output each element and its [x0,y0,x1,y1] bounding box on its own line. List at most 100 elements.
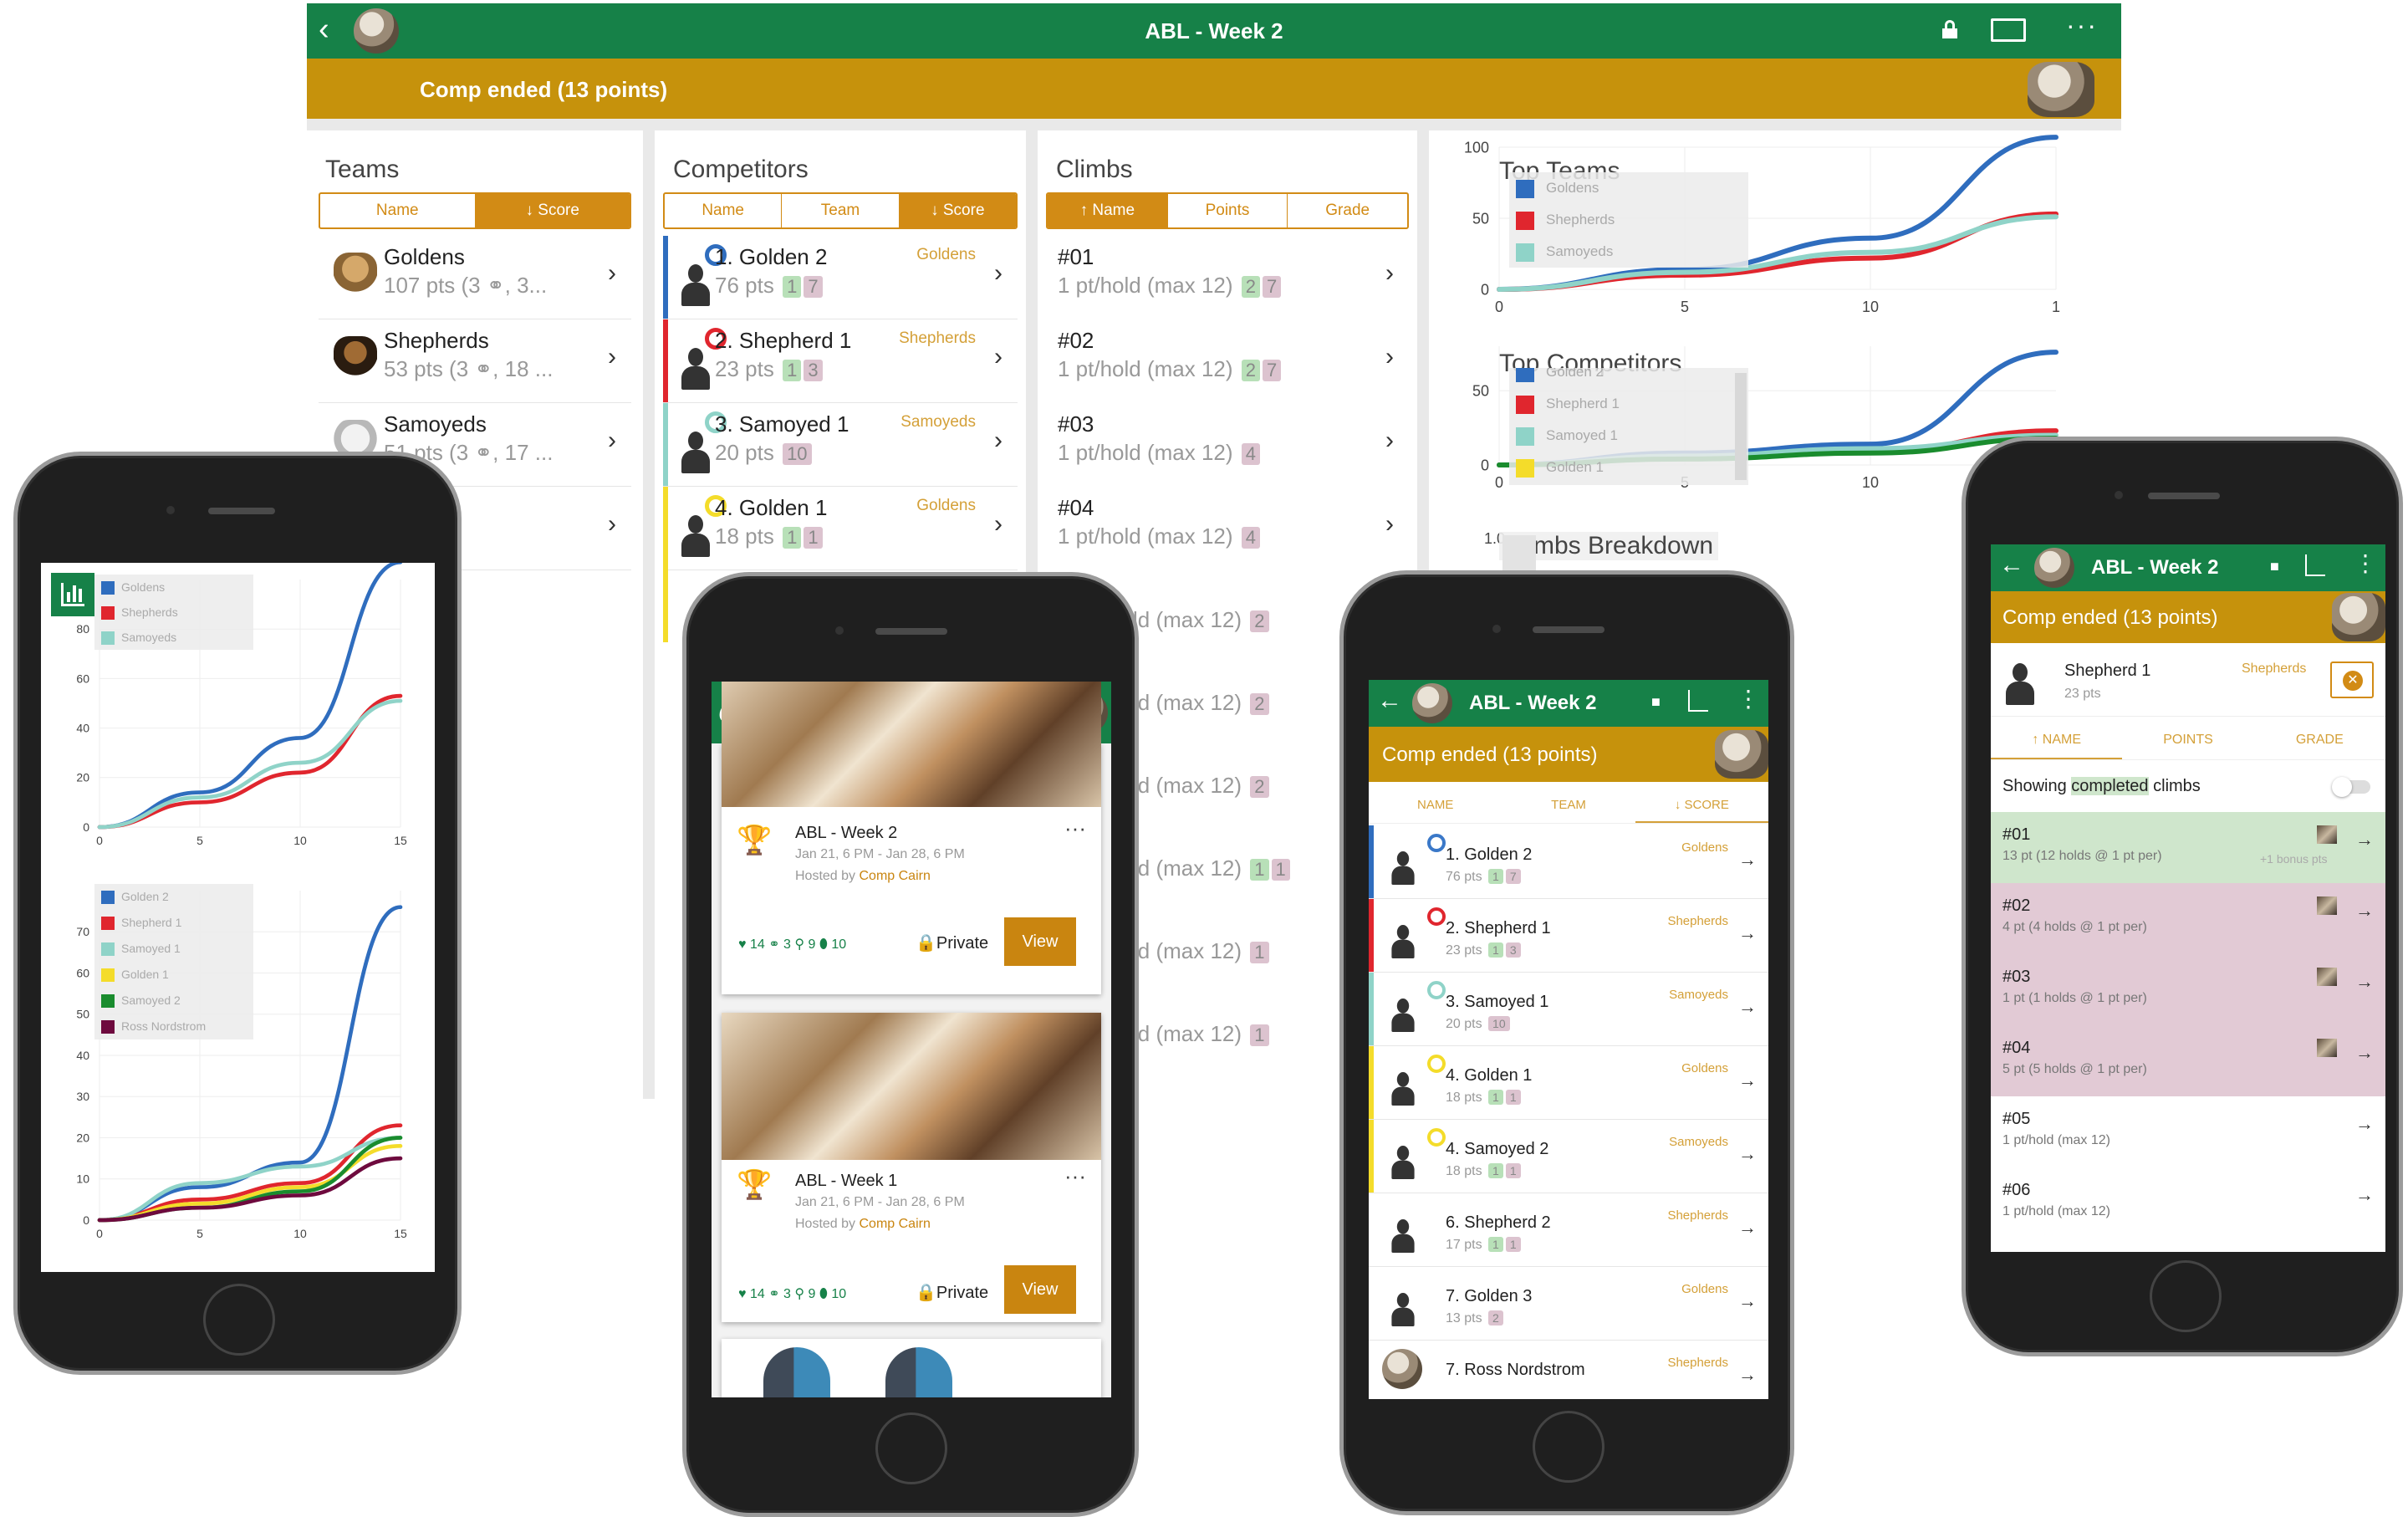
legend-item[interactable]: Shepherd 1 [1509,388,1748,420]
view-button[interactable]: View [1004,1265,1076,1314]
host-link[interactable]: Comp Cairn [859,1217,931,1231]
tab-name[interactable]: NAME [1416,798,1454,812]
competitor-row[interactable]: 6. Shepherd 2 Shepherds 17 pts 1 1 → [1369,1193,1768,1267]
competitor-row[interactable]: 7. Golden 3 Goldens 13 pts 2 → [1369,1267,1768,1341]
tab-team[interactable]: TEAM [1551,798,1586,812]
legend-item[interactable]: Golden 2 [94,884,253,910]
home-button[interactable] [1533,1411,1604,1483]
climb-row[interactable]: #01 13 pt (12 holds @ 1 pt per) +1 bonus p… [1991,812,2385,883]
tab-points[interactable]: POINTS [2163,733,2213,747]
user-avatar[interactable] [1715,730,1768,779]
comp-card[interactable] [722,1339,1101,1397]
legend-item[interactable]: Goldens [1509,172,1748,204]
legend-item[interactable]: Samoyed 1 [94,936,253,962]
legend-item[interactable]: Golden 1 [94,962,253,988]
more-icon[interactable]: ⋮ [2354,550,2377,576]
bar-chart-icon[interactable] [1688,690,1708,712]
sort-score-button[interactable]: ↓ Score [899,194,1016,227]
legend-item[interactable]: Samoyed 1 [1509,420,1748,452]
more-icon[interactable]: ··· [2066,10,2098,40]
climb-row[interactable]: #02 4 pt (4 holds @ 1 pt per) → [1991,883,2385,954]
detail-sort-tabs: ↑ NAME POINTS GRADE [1991,722,2385,760]
sort-grade-button[interactable]: Grade [1325,202,1370,219]
team-row[interactable]: Shepherds 53 pts (3 ⚭, 18 ... › [319,319,631,403]
competitor-row[interactable]: 2. Shepherd 1 Shepherds 23 pts 1 3 › [663,319,1018,403]
comp-card[interactable]: 🏆 ABL - Week 2 ··· Jan 21, 6 PM - Jan 28… [722,682,1101,994]
avatar[interactable] [2034,548,2074,588]
climb-row[interactable]: #01 1 pt/hold (max 12) 2 7 › [1046,236,1409,319]
climb-points: 1 pt/hold (max 12) 4 [1058,524,1261,549]
more-icon[interactable]: ⋮ [1737,686,1760,712]
competitor-row[interactable]: 2. Shepherd 1 Shepherds 23 pts 1 3 → [1369,899,1768,973]
back-icon[interactable]: ← [1377,687,1402,714]
team-row[interactable]: Goldens 107 pts (3 ⚭, 3... › [319,236,631,319]
climb-row[interactable]: #05 1 pt/hold (max 12) → [1991,1096,2385,1167]
legend-item[interactable]: Samoyed 2 [94,988,253,1014]
legend-item[interactable]: Samoyeds [94,625,253,650]
legend-item[interactable]: Shepherd 1 [94,910,253,936]
user-avatar[interactable] [2028,62,2094,117]
tab-name[interactable]: ↑ NAME [1991,722,2123,759]
competitor-row[interactable]: 3. Samoyed 1 Samoyeds 20 pts 10 → [1369,973,1768,1046]
legend-item[interactable]: Golden 2 [1509,368,1748,388]
close-button[interactable]: ✕ [2330,661,2374,698]
sort-team-button[interactable]: Team [782,194,900,227]
climb-row[interactable]: ld (max 12) 1 [1046,902,1409,985]
climb-row[interactable]: #04 5 pt (5 holds @ 1 pt per) → [1991,1025,2385,1096]
back-icon[interactable]: ‹ [319,12,329,47]
completed-toggle[interactable] [2332,777,2370,797]
back-icon[interactable]: ← [1999,551,2024,579]
home-button[interactable] [203,1284,275,1356]
climb-row[interactable]: #02 1 pt/hold (max 12) 2 7 › [1046,319,1409,403]
tab-grade[interactable]: GRADE [2295,733,2344,747]
competitor-row[interactable]: 1. Golden 2 Goldens 76 pts 1 7 › [663,236,1018,319]
climb-row[interactable]: ld (max 12) 2 [1046,570,1409,654]
chevron-right-icon: › [608,510,616,538]
legend-scrollbar[interactable] [1735,373,1747,480]
competitor-row[interactable]: 4. Golden 1 Goldens 18 pts 1 1 › [663,487,1018,570]
climb-row[interactable]: #06 1 pt/hold (max 12) → [1991,1167,2385,1239]
sort-name-button[interactable]: Name [320,194,476,227]
card-more-icon[interactable]: ··· [1064,1163,1086,1188]
sort-score-button[interactable]: ↓ Score [475,194,630,227]
competitor-row[interactable]: 3. Samoyed 1 Samoyeds 20 pts 10 › [663,403,1018,487]
monitor-icon[interactable] [1991,18,2026,42]
legend-item[interactable]: Shepherds [1509,204,1748,236]
bar-chart-icon[interactable] [2305,554,2325,576]
tab-score[interactable]: ↓ SCORE [1635,789,1768,823]
climb-row[interactable]: ld (max 12) 2 [1046,736,1409,820]
climb-row[interactable]: ld (max 12) 1 [1046,984,1409,1068]
y-tick-label: 70 [76,925,89,938]
competitor-row[interactable]: 4. Samoyed 2 Samoyeds 18 pts 1 1 → [1369,1120,1768,1193]
competitor-row[interactable]: 1. Golden 2 Goldens 76 pts 1 7 → [1369,825,1768,899]
avatar[interactable] [1412,683,1452,723]
chevron-right-icon: › [1385,510,1394,538]
legend-item[interactable]: Shepherds [94,600,253,625]
home-button[interactable] [2150,1260,2222,1332]
comp-card[interactable]: 🏆 ABL - Week 1 ··· Jan 21, 6 PM - Jan 28… [722,1013,1101,1322]
legend-item[interactable]: Samoyeds [1509,236,1748,268]
view-button[interactable]: View [1004,917,1076,966]
legend-item[interactable]: Ross Nordstrom [94,1014,253,1039]
competitor-row[interactable]: 7. Ross Nordstrom Shepherds → [1369,1341,1768,1399]
climb-row[interactable]: #03 1 pt/hold (max 12) 4 › [1046,403,1409,487]
sort-name-button[interactable]: Name [665,194,783,227]
user-avatar[interactable] [2332,593,2385,641]
sort-name-button[interactable]: ↑ Name [1048,194,1168,227]
legend-item[interactable]: Golden 1 [1509,452,1748,483]
home-button[interactable] [875,1412,947,1484]
team-row[interactable]: › [319,487,631,570]
legend-item[interactable]: Goldens [94,575,253,600]
climb-row[interactable]: #04 1 pt/hold (max 12) 4 › [1046,487,1409,570]
card-more-icon[interactable]: ··· [1064,815,1086,840]
host-link[interactable]: Comp Cairn [859,869,931,883]
chart-toggle-button[interactable] [51,573,94,616]
competitor-row[interactable]: 4. Golden 1 Goldens 18 pts 1 1 → [1369,1046,1768,1120]
avatar[interactable] [354,8,399,54]
climb-row[interactable]: ld (max 12) 2 [1046,653,1409,737]
climb-row[interactable]: #03 1 pt (1 holds @ 1 pt per) → [1991,954,2385,1025]
competitor-team: Goldens [916,246,976,263]
sort-points-button[interactable]: Points [1168,194,1288,227]
